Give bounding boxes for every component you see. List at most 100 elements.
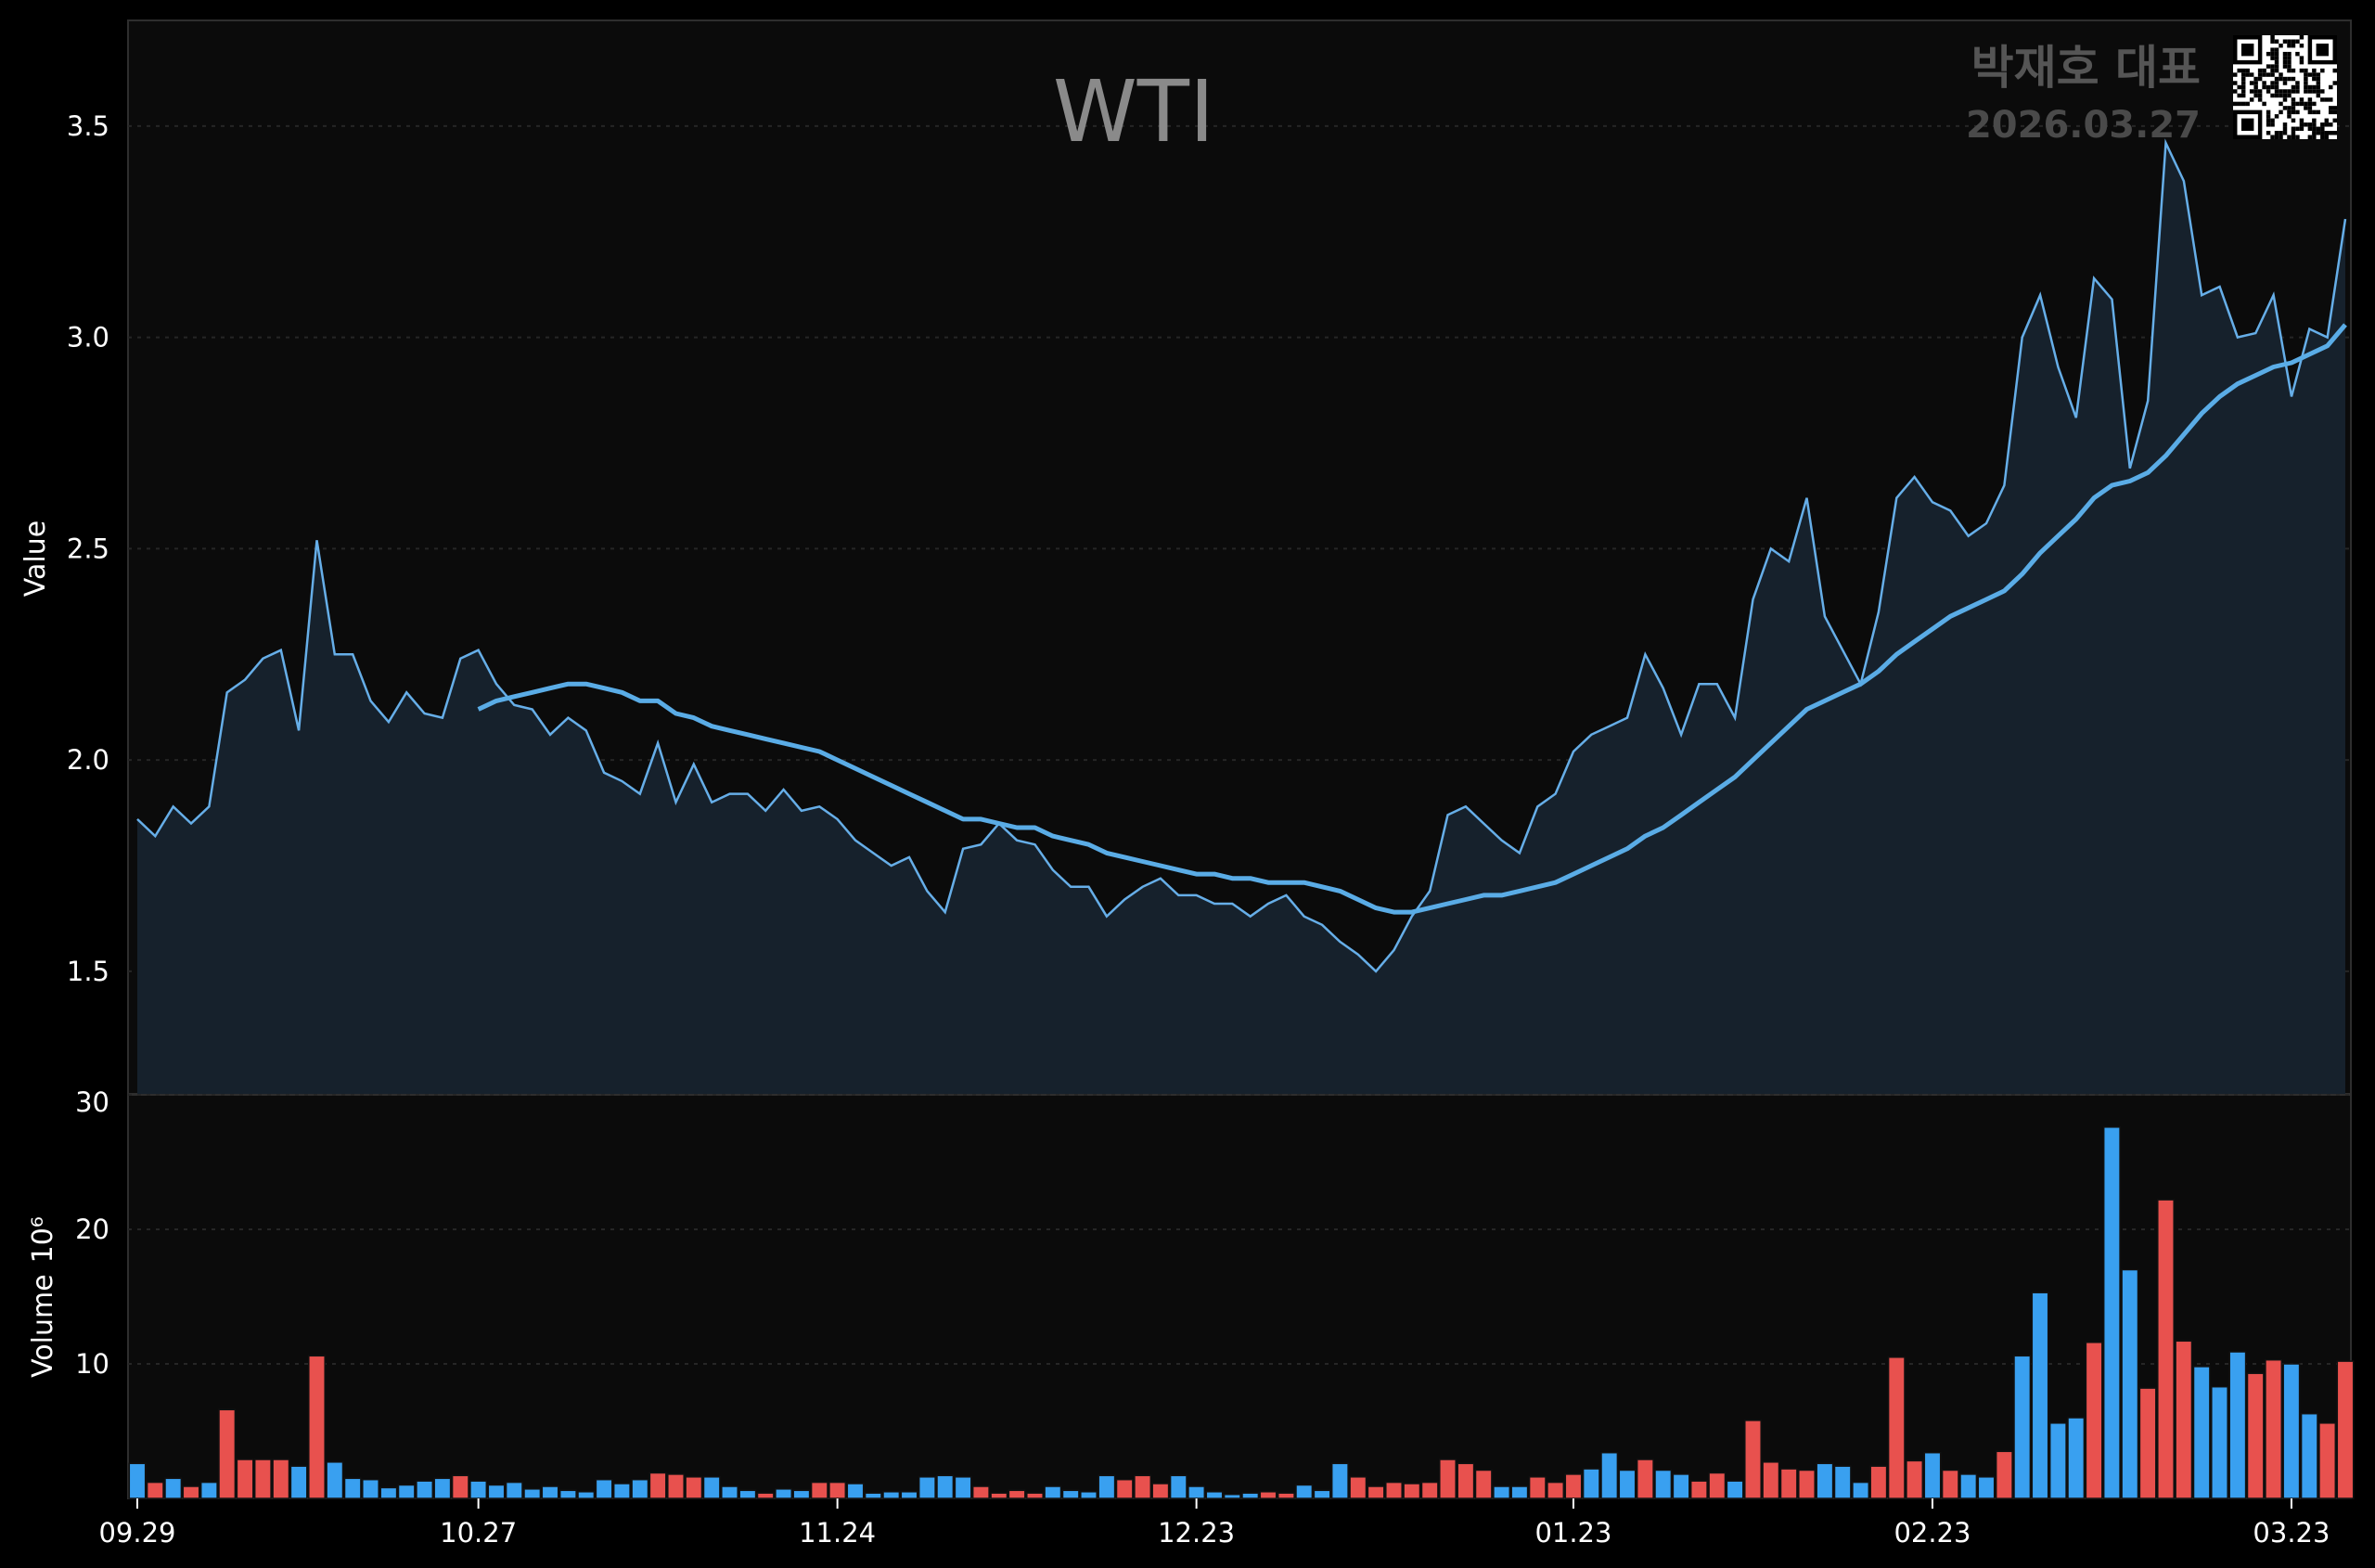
- qr-module: [2282, 76, 2288, 82]
- volume-bar: [505, 1481, 523, 1499]
- volume-bar: [2085, 1342, 2103, 1499]
- qr-code-image: [2233, 35, 2337, 139]
- volume-bar: [1367, 1485, 1385, 1499]
- qr-module: [2253, 93, 2258, 98]
- x-tick-label: 11.24: [799, 1517, 876, 1549]
- volume-bar: [558, 1489, 577, 1499]
- volume-bar: [2048, 1422, 2067, 1499]
- qr-module: [2274, 68, 2279, 73]
- qr-module: [2253, 84, 2258, 90]
- qr-module: [2287, 109, 2292, 115]
- qr-module: [2324, 122, 2330, 127]
- qr-module: [2279, 101, 2283, 107]
- qr-module: [2320, 131, 2325, 135]
- author-date: 2026.03.27: [1966, 104, 2201, 147]
- volume-bar: [1044, 1485, 1062, 1499]
- volume-bar: [343, 1477, 362, 1499]
- volume-bar: [272, 1459, 290, 1499]
- price-y-tick-label: 3.0: [67, 322, 109, 353]
- qr-module: [2279, 43, 2283, 48]
- volume-bar: [738, 1489, 757, 1499]
- qr-module: [2282, 39, 2288, 44]
- qr-module: [2307, 89, 2313, 94]
- qr-module: [2237, 101, 2241, 107]
- qr-module: [2329, 122, 2333, 127]
- volume-bar: [416, 1480, 434, 1499]
- qr-module: [2233, 81, 2238, 85]
- qr-module: [2316, 76, 2321, 82]
- qr-finder-core: [2316, 43, 2330, 57]
- qr-module: [2291, 135, 2296, 139]
- volume-bar: [685, 1476, 703, 1499]
- qr-module: [2274, 51, 2279, 57]
- volume-bar: [1259, 1491, 1277, 1499]
- qr-module: [2299, 122, 2304, 127]
- qr-module: [2279, 89, 2283, 94]
- price-y-tick-label: 3.5: [67, 110, 109, 142]
- volume-bar: [1528, 1476, 1547, 1499]
- qr-module: [2257, 72, 2263, 77]
- qr-module: [2274, 76, 2279, 82]
- volume-bar: [541, 1485, 559, 1499]
- volume-bar: [828, 1481, 847, 1499]
- volume-bar: [2175, 1340, 2193, 1499]
- qr-module: [2316, 89, 2321, 94]
- qr-module: [2324, 97, 2330, 102]
- qr-module: [2320, 68, 2325, 73]
- volume-bar: [900, 1491, 918, 1499]
- volume-bar: [1457, 1462, 1475, 1499]
- volume-bar: [2138, 1387, 2157, 1499]
- volume-bar: [1941, 1469, 1959, 1499]
- volume-bar: [1385, 1481, 1403, 1499]
- qr-module: [2282, 59, 2288, 65]
- volume-bar: [2265, 1358, 2283, 1499]
- price-y-tick-label: 1.5: [67, 956, 109, 987]
- qr-module: [2295, 109, 2300, 115]
- qr-module: [2332, 68, 2337, 73]
- qr-module: [2262, 101, 2266, 107]
- volume-bar: [1636, 1459, 1654, 1499]
- qr-module: [2324, 131, 2330, 135]
- volume-bar: [775, 1488, 793, 1499]
- qr-module: [2291, 84, 2296, 90]
- volume-bar: [667, 1473, 685, 1499]
- qr-module: [2299, 43, 2304, 48]
- volume-bar: [451, 1474, 469, 1499]
- volume-bar: [577, 1491, 596, 1499]
- volume-bar: [702, 1476, 721, 1499]
- volume-bar: [523, 1488, 542, 1499]
- qr-module: [2270, 64, 2275, 69]
- qr-module: [2282, 97, 2288, 102]
- volume-bar: [1564, 1473, 1583, 1499]
- volume-bar: [1887, 1356, 1906, 1499]
- qr-module: [2320, 122, 2325, 127]
- qr-module: [2312, 72, 2317, 77]
- qr-module: [2240, 84, 2246, 90]
- volume-plot-area: [127, 1094, 2352, 1499]
- qr-module: [2233, 101, 2238, 107]
- volume-y-tick-label: 20: [75, 1214, 109, 1245]
- qr-module: [2274, 93, 2279, 98]
- volume-bar: [308, 1355, 326, 1499]
- qr-module: [2270, 93, 2275, 98]
- volume-bar: [1726, 1480, 1744, 1499]
- qr-module: [2304, 68, 2308, 73]
- volume-bar: [1277, 1492, 1295, 1499]
- qr-module: [2287, 56, 2292, 60]
- author-name: 박재호 대표: [1971, 41, 2201, 95]
- qr-module: [2287, 135, 2292, 139]
- qr-module: [2299, 59, 2304, 65]
- qr-module: [2274, 56, 2279, 60]
- qr-module: [2282, 126, 2288, 132]
- qr-module: [2262, 72, 2266, 77]
- volume-bar: [1869, 1465, 1888, 1499]
- qr-module: [2262, 84, 2266, 90]
- qr-module: [2291, 76, 2296, 82]
- qr-module: [2257, 93, 2263, 98]
- qr-module: [2295, 89, 2300, 94]
- volume-bar: [1151, 1483, 1170, 1499]
- qr-module: [2299, 126, 2304, 132]
- volume-bar: [1833, 1465, 1852, 1499]
- volume-bar: [1169, 1474, 1188, 1499]
- qr-module: [2295, 51, 2300, 57]
